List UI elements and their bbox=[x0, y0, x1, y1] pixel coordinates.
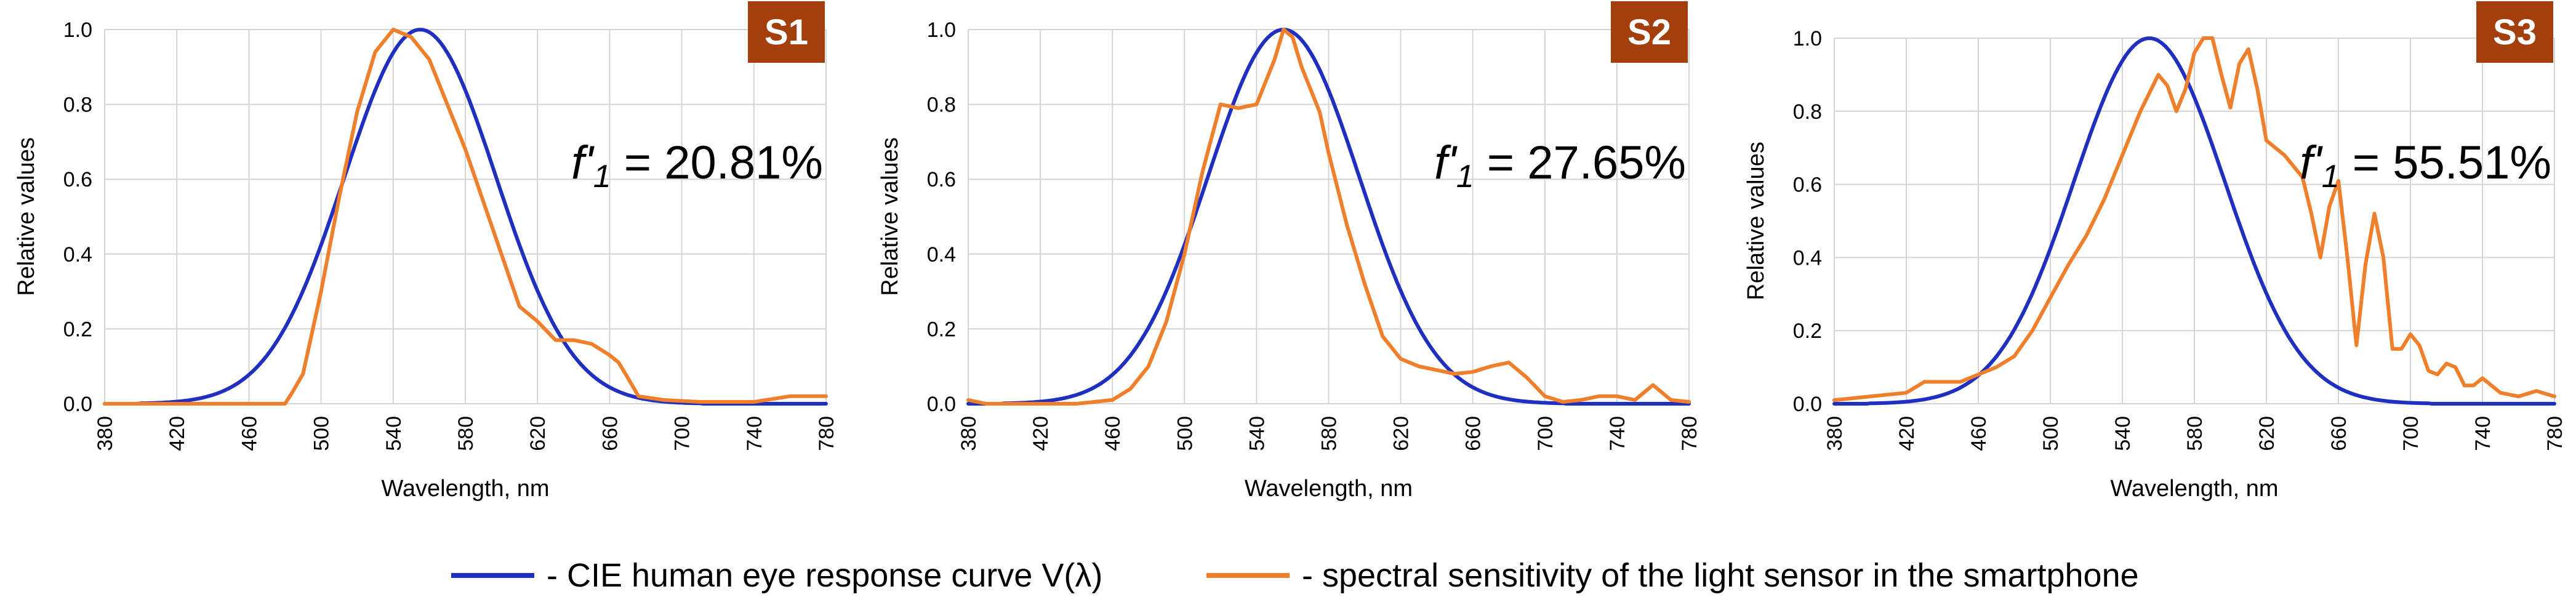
legend-cie-label: - CIE human eye response curve V(λ) bbox=[547, 557, 1102, 594]
x-tick-label: 380 bbox=[94, 416, 117, 451]
x-tick-label: 700 bbox=[2399, 416, 2423, 451]
x-tick-label: 500 bbox=[2039, 416, 2063, 451]
y-tick-label: 1.0 bbox=[927, 18, 956, 42]
y-tick-label: 1.0 bbox=[63, 18, 92, 42]
x-axis-title: Wavelength, nm bbox=[381, 476, 549, 502]
sensor-badge bbox=[1611, 1, 1688, 63]
chart-panel-s3: 0.0 0.2 0.4 0.6 0.8 1.0 380 420 460 500 540 580 620 6… bbox=[1743, 1, 2567, 502]
y-tick-label: 0.8 bbox=[63, 94, 92, 117]
x-tick-label: 420 bbox=[1895, 416, 1919, 451]
sensor-sensitivity-line bbox=[1832, 36, 2556, 403]
y-axis-title: Relative values bbox=[14, 137, 39, 296]
x-tick-label: 580 bbox=[2183, 416, 2207, 451]
x-tick-label: 540 bbox=[2111, 416, 2135, 451]
x-tick-label: 740 bbox=[743, 416, 766, 451]
x-tick-label: 780 bbox=[1678, 416, 1701, 451]
x-tick-label: 740 bbox=[2471, 416, 2495, 451]
y-tick-label: 0.6 bbox=[63, 168, 92, 191]
x-tick-label: 620 bbox=[526, 416, 550, 451]
f1-annotation: f'1 = 20.81% bbox=[571, 137, 823, 194]
y-tick-label: 0.4 bbox=[927, 243, 956, 266]
cie-curve-line bbox=[966, 28, 1691, 406]
f1-value: 55.51% bbox=[2393, 137, 2551, 189]
sensor-badge-label: S1 bbox=[764, 12, 808, 52]
x-tick-label: 740 bbox=[1606, 416, 1629, 451]
x-tick-label: 380 bbox=[1823, 416, 1847, 451]
x-tick-label: 660 bbox=[1462, 416, 1485, 451]
x-tick-label: 500 bbox=[1173, 416, 1197, 451]
x-axis-title: Wavelength, nm bbox=[1245, 476, 1413, 502]
y-tick-label: 0.6 bbox=[927, 168, 956, 191]
sensor-badge-label: S2 bbox=[1627, 12, 1671, 52]
x-tick-label: 580 bbox=[454, 416, 478, 451]
x-tick-label: 540 bbox=[1245, 416, 1269, 451]
sensor-badge bbox=[2476, 1, 2553, 63]
f1-value: 20.81% bbox=[664, 137, 823, 189]
x-tick-label: 580 bbox=[1318, 416, 1341, 451]
y-tick-label: 0.8 bbox=[927, 94, 956, 117]
y-tick-label: 0.2 bbox=[1793, 319, 1822, 343]
x-tick-label: 420 bbox=[1029, 416, 1053, 451]
x-tick-label: 660 bbox=[2327, 416, 2351, 451]
sensor-badge bbox=[748, 1, 825, 63]
cie-curve-line bbox=[1832, 36, 2556, 406]
f1-annotation: f'1 = 27.65% bbox=[1434, 137, 1686, 194]
y-axis-title: Relative values bbox=[877, 137, 903, 296]
chart-panel-s2: 0.0 0.2 0.4 0.6 0.8 1.0 380 420 460 500 540 580 620 6… bbox=[877, 1, 1701, 502]
x-tick-label: 500 bbox=[310, 416, 334, 451]
x-tick-label: 460 bbox=[1101, 416, 1125, 451]
y-tick-label: 0.2 bbox=[927, 318, 956, 341]
x-tick-label: 540 bbox=[382, 416, 406, 451]
x-tick-label: 780 bbox=[815, 416, 838, 451]
y-tick-label: 0.8 bbox=[1793, 100, 1822, 124]
sensor-sensitivity-line bbox=[966, 28, 1691, 406]
x-tick-label: 660 bbox=[598, 416, 622, 451]
y-tick-label: 0.6 bbox=[1793, 174, 1822, 197]
x-tick-label: 380 bbox=[957, 416, 981, 451]
x-tick-label: 460 bbox=[1967, 416, 1991, 451]
x-tick-label: 620 bbox=[2255, 416, 2279, 451]
x-tick-label: 780 bbox=[2543, 416, 2567, 451]
y-tick-label: 0.0 bbox=[1793, 393, 1822, 416]
legend-sensor-label: - spectral sensitivity of the light sens… bbox=[1302, 557, 2139, 594]
x-tick-label: 700 bbox=[671, 416, 694, 451]
x-tick-label: 620 bbox=[1390, 416, 1413, 451]
y-tick-label: 0.4 bbox=[1793, 246, 1822, 270]
y-tick-label: 0.0 bbox=[63, 393, 92, 416]
f1-annotation: f'1 = 55.51% bbox=[2300, 137, 2551, 194]
sensor-badge-label: S3 bbox=[2493, 12, 2537, 52]
x-tick-label: 460 bbox=[238, 416, 261, 451]
sensor-sensitivity-line bbox=[103, 28, 828, 406]
chart-panel-s1: 0.0 0.2 0.4 0.6 0.8 1.0 380 420 460 500 540 580 620 6… bbox=[14, 1, 838, 502]
y-tick-label: 0.0 bbox=[927, 393, 956, 416]
x-tick-label: 700 bbox=[1534, 416, 1557, 451]
y-tick-label: 0.4 bbox=[63, 243, 92, 266]
x-axis-title: Wavelength, nm bbox=[2110, 476, 2278, 502]
f1-value: 27.65% bbox=[1527, 137, 1686, 189]
x-tick-label: 420 bbox=[166, 416, 189, 451]
y-tick-label: 0.2 bbox=[63, 318, 92, 341]
y-tick-label: 1.0 bbox=[1793, 27, 1822, 50]
y-axis-title: Relative values bbox=[1743, 142, 1769, 300]
legend: - CIE human eye response curve V(λ) - sp… bbox=[451, 557, 2139, 594]
